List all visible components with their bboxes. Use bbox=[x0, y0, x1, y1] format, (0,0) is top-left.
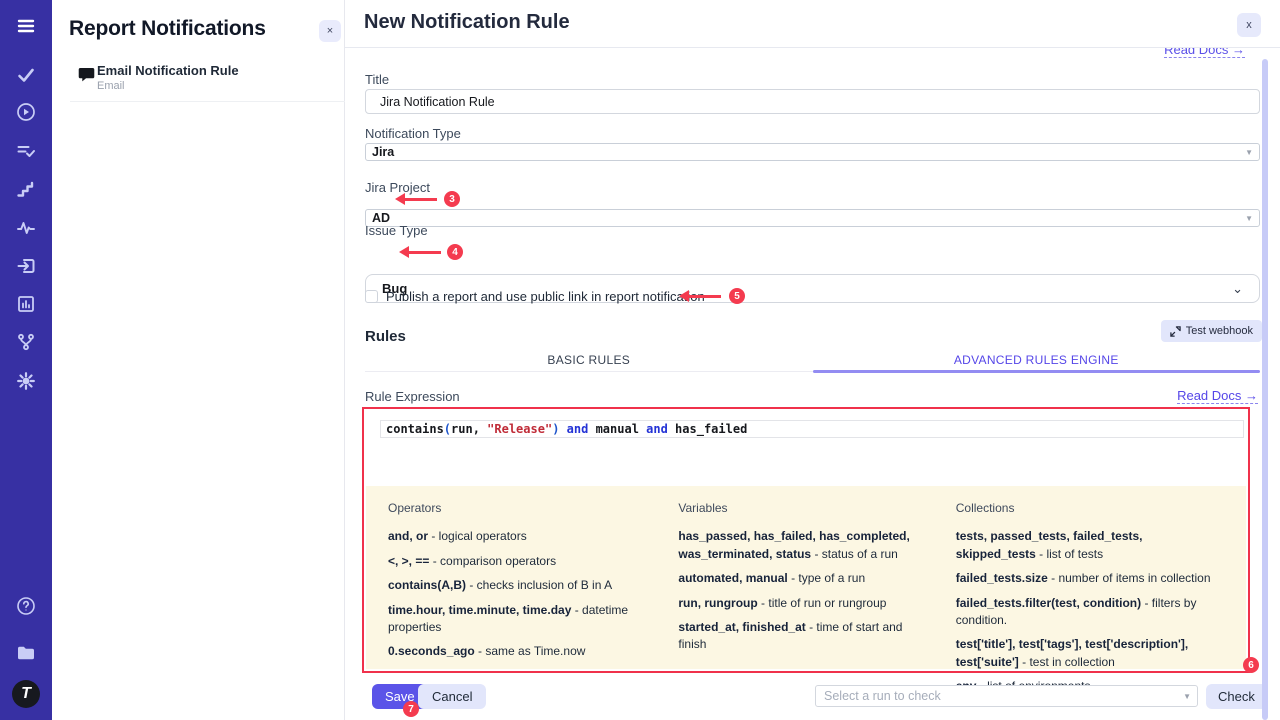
report-notifications-panel: Report Notifications × Email Notificatio… bbox=[52, 0, 345, 720]
vertical-scrollbar[interactable] bbox=[1262, 59, 1268, 720]
annotation-badge-3: 3 bbox=[444, 191, 460, 207]
notification-rule-list-item[interactable]: Email Notification Rule Email bbox=[52, 57, 345, 102]
check-icon[interactable] bbox=[14, 63, 38, 87]
help-row: has_passed, has_failed, has_completed, w… bbox=[678, 529, 910, 561]
rule-expression-label: Rule Expression bbox=[365, 389, 460, 404]
publish-checkbox-label: Publish a report and use public link in … bbox=[386, 289, 705, 304]
webhook-icon bbox=[1170, 325, 1181, 337]
expression-help-panel: Operators and, or - logical operators <,… bbox=[366, 486, 1246, 693]
run-to-check-select[interactable]: Select a run to check ▼ bbox=[815, 685, 1198, 707]
test-webhook-button[interactable]: Test webhook bbox=[1160, 320, 1262, 342]
annotation-badge-7: 7 bbox=[403, 701, 419, 717]
issue-type-select[interactable]: Bug ⌄ bbox=[365, 274, 1260, 303]
caret-down-icon: ▼ bbox=[1245, 213, 1253, 223]
code-token: ( bbox=[443, 422, 452, 436]
panel-title: Report Notifications bbox=[69, 17, 266, 40]
issue-type-label: Issue Type bbox=[365, 223, 428, 238]
help-row: contains(A,B) - checks inclusion of B in… bbox=[388, 578, 613, 593]
help-row: <, >, == - comparison operators bbox=[388, 553, 557, 568]
code-token: and bbox=[646, 422, 668, 436]
help-column-title: Operators bbox=[388, 501, 442, 515]
help-column-title: Collections bbox=[955, 501, 1015, 515]
help-row: 0.seconds_ago - same as Time.now bbox=[388, 644, 586, 659]
main-header: New Notification Rule x bbox=[345, 0, 1280, 48]
login-icon[interactable] bbox=[14, 254, 38, 278]
steps-icon[interactable] bbox=[14, 178, 38, 202]
help-column-variables: Variables has_passed, has_failed, has_co… bbox=[678, 500, 931, 669]
publish-checkbox-row[interactable]: Publish a report and use public link in … bbox=[365, 289, 705, 304]
list-divider bbox=[70, 101, 345, 102]
help-icon[interactable] bbox=[14, 594, 38, 618]
check-button[interactable]: Check bbox=[1206, 684, 1267, 709]
tab-basic-rules[interactable]: BASIC RULES bbox=[547, 353, 631, 367]
tab-advanced-rules-engine[interactable]: ADVANCED RULES ENGINE bbox=[812, 350, 1261, 373]
bar-chart-icon[interactable] bbox=[14, 292, 38, 316]
caret-down-icon: ▼ bbox=[1183, 691, 1191, 701]
list-item-title: Email Notification Rule bbox=[97, 63, 239, 78]
chat-bubble-icon bbox=[78, 67, 95, 87]
main-content: Read Docs → New Notification Rule x Titl… bbox=[345, 0, 1280, 720]
code-token: has_failed bbox=[667, 422, 748, 436]
help-row: started_at, finished_at - time of start … bbox=[678, 619, 903, 652]
code-token: manual bbox=[588, 422, 647, 436]
gear-icon[interactable] bbox=[14, 369, 38, 393]
folder-icon[interactable] bbox=[14, 641, 38, 665]
main-close-button[interactable]: x bbox=[1237, 13, 1261, 37]
code-token bbox=[559, 422, 566, 436]
activity-icon[interactable] bbox=[14, 216, 38, 240]
cancel-button[interactable]: Cancel bbox=[418, 684, 487, 709]
page-title: New Notification Rule bbox=[364, 11, 570, 33]
branch-icon[interactable] bbox=[14, 330, 38, 354]
code-token: run, bbox=[451, 422, 488, 436]
annotation-arrow-5 bbox=[679, 290, 721, 302]
rule-expression-editor[interactable]: contains(run, "Release") and manual and … bbox=[380, 420, 1244, 438]
rule-editor-annotation-box: contains(run, "Release") and manual and … bbox=[362, 407, 1250, 693]
test-webhook-label: Test webhook bbox=[1185, 325, 1253, 337]
annotation-badge-4: 4 bbox=[447, 244, 463, 260]
help-column-title: Variables bbox=[678, 501, 728, 515]
app-logo[interactable]: T bbox=[12, 680, 40, 708]
annotation-badge-5: 5 bbox=[729, 288, 745, 304]
run-select-placeholder: Select a run to check bbox=[824, 689, 941, 703]
annotation-arrow-3 bbox=[395, 193, 437, 205]
code-token: and bbox=[566, 422, 589, 436]
jira-project-select[interactable]: AD ▼ bbox=[365, 209, 1260, 227]
title-input[interactable]: Jira Notification Rule bbox=[365, 89, 1260, 114]
notification-type-select[interactable]: Jira ▼ bbox=[365, 143, 1260, 161]
jira-project-label: Jira Project bbox=[365, 180, 431, 195]
code-token: ) bbox=[552, 422, 560, 436]
help-row: time.hour, time.minute, time.day - datet… bbox=[388, 602, 629, 634]
help-row: failed_tests.size - number of items in c… bbox=[955, 571, 1211, 586]
title-label: Title bbox=[365, 72, 390, 87]
caret-down-icon: ▼ bbox=[1245, 147, 1253, 157]
code-token: "Release" bbox=[487, 422, 553, 436]
chevron-down-icon: ⌄ bbox=[1232, 280, 1243, 296]
code-token: contains bbox=[386, 422, 444, 436]
annotation-arrow-4 bbox=[399, 246, 441, 258]
help-row: tests, passed_tests, failed_tests, skipp… bbox=[955, 529, 1143, 561]
help-row: test['title'], test['tags'], test['descr… bbox=[955, 637, 1189, 669]
issue-type-value: Bug bbox=[382, 281, 408, 296]
rules-tabs: BASIC RULES ADVANCED RULES ENGINE bbox=[365, 350, 1261, 373]
read-docs-link[interactable]: Read Docs → bbox=[1177, 388, 1258, 404]
notification-type-value: Jira bbox=[372, 145, 395, 159]
help-column-operators: Operators and, or - logical operators <,… bbox=[388, 500, 654, 669]
notification-type-label: Notification Type bbox=[365, 126, 461, 141]
annotation-badge-6: 6 bbox=[1243, 657, 1259, 673]
list-item-subtitle: Email bbox=[97, 80, 125, 92]
help-column-collections: Collections tests, passed_tests, failed_… bbox=[955, 500, 1224, 693]
help-row: automated, manual - type of a run bbox=[678, 571, 866, 586]
play-circle-icon[interactable] bbox=[14, 100, 38, 124]
publish-checkbox[interactable] bbox=[365, 290, 378, 303]
menu-icon[interactable] bbox=[14, 14, 38, 38]
jira-project-value: AD bbox=[372, 211, 391, 225]
help-row: run, rungroup - title of run or rungroup bbox=[678, 595, 887, 610]
help-row: and, or - logical operators bbox=[388, 529, 527, 544]
rules-heading: Rules bbox=[365, 328, 406, 345]
icon-rail: T bbox=[0, 0, 52, 720]
panel-close-button[interactable]: × bbox=[319, 20, 341, 42]
help-row: failed_tests.filter(test, condition) - f… bbox=[955, 595, 1197, 627]
list-check-icon[interactable] bbox=[14, 140, 38, 164]
